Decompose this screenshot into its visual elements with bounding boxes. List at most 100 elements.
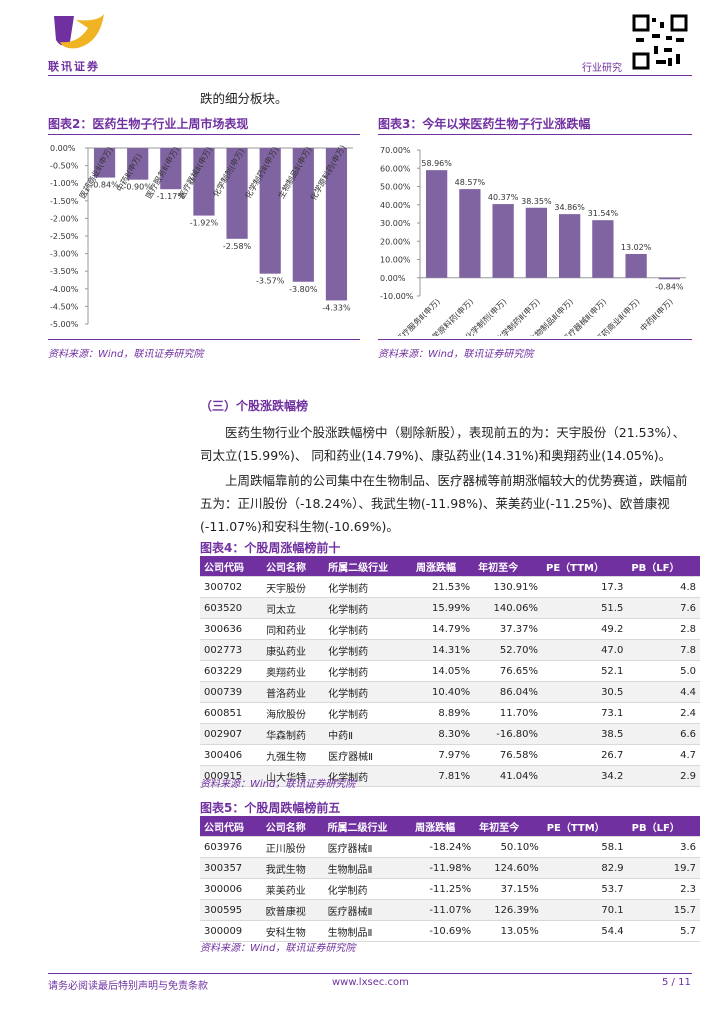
- table-cell: 14.31%: [412, 639, 475, 661]
- table-cell: 化学制药: [324, 765, 413, 787]
- table-cell: 30.5: [542, 681, 628, 703]
- bar: [160, 148, 182, 190]
- value-label: -0.84%: [90, 181, 119, 190]
- qr-corner: [670, 14, 688, 32]
- table-cell: 安科生物: [261, 920, 324, 942]
- table-cell: 37.15%: [475, 878, 543, 900]
- table-cell: 2.3: [627, 878, 700, 900]
- qr-pattern: [636, 18, 684, 66]
- table-cell: 130.91%: [474, 576, 542, 598]
- header-cell: PE（TTM）: [542, 816, 628, 837]
- table-cell: 化学制药: [324, 618, 413, 640]
- table-row: 000739 普洛药业 化学制药 10.40% 86.04% 30.5 4.4: [200, 681, 700, 703]
- table-cell: 5.0: [627, 660, 700, 682]
- table-row: 300009 安科生物 生物制品Ⅱ -10.69% 13.05% 54.4 5.7: [200, 920, 700, 942]
- table-cell: 山大华特: [262, 765, 325, 787]
- table-cell: 15.7: [627, 899, 700, 921]
- value-label: 58.96%: [421, 159, 452, 168]
- value-label: -3.57%: [256, 277, 285, 286]
- table-cell: 10.40%: [412, 681, 475, 703]
- table-cell: 化学制药: [324, 702, 413, 724]
- table-cell: 天宇股份: [262, 576, 325, 598]
- table-row: 300702 天宇股份 化学制药 21.53% 130.91% 17.3 4.8: [200, 576, 700, 598]
- header-cell: 年初至今: [474, 556, 542, 577]
- table-cell: 化学制药: [324, 681, 413, 703]
- table-cell: 000739: [200, 681, 263, 703]
- table-cell: 2.8: [627, 618, 700, 640]
- table-cell: 54.4: [542, 920, 628, 942]
- bar: [492, 204, 514, 278]
- paragraph: 医药生物行业个股涨跌幅榜中（剔除新股），表现前五的为：天宇股份（21.53%）、…: [200, 425, 686, 463]
- figure-rule: [48, 134, 360, 135]
- table-cell: 300357: [200, 857, 262, 879]
- bar: [127, 148, 149, 180]
- qr-corner: [632, 52, 650, 70]
- table-cell: 海欣股份: [262, 702, 325, 724]
- header-section: 行业研究: [582, 63, 622, 74]
- y-tick-label: -1.50%: [50, 197, 79, 206]
- header-cell: 周涨跌幅: [412, 556, 475, 577]
- table-cell: 603229: [200, 660, 263, 682]
- table-row: 300357 我武生物 生物制品Ⅱ -11.98% 124.60% 82.9 19.7: [200, 857, 700, 879]
- bar: [459, 189, 481, 278]
- qr-corner: [632, 14, 650, 32]
- table-cell: 生物制品Ⅱ: [323, 857, 412, 879]
- table-cell: 同和药业: [262, 618, 325, 640]
- table-row: 603229 奥翔药业 化学制药 14.05% 76.65% 52.1 5.0: [200, 660, 700, 682]
- table-cell: 14.05%: [412, 660, 475, 682]
- value-label: 38.35%: [521, 197, 552, 206]
- table-cell: 73.1: [542, 702, 628, 724]
- table-cell: -11.07%: [411, 899, 476, 921]
- table-cell: 8.30%: [412, 723, 475, 745]
- table-cell: 300636: [200, 618, 263, 640]
- logo-shape: [60, 14, 104, 49]
- table-cell: 4.8: [627, 576, 700, 598]
- table-cell: 14.79%: [412, 618, 475, 640]
- section-heading: （三）个股涨跌幅榜: [200, 399, 309, 413]
- table-cell: 3.6: [627, 836, 700, 858]
- table-cell: 6.6: [627, 723, 700, 745]
- table-cell: 7.97%: [412, 744, 475, 766]
- bar: [592, 220, 614, 278]
- table-cell: 26.7: [542, 744, 628, 766]
- header-cell: 公司名称: [262, 556, 325, 577]
- table-cell: -11.98%: [411, 857, 476, 879]
- table-cell: -18.24%: [411, 836, 476, 858]
- y-tick-label: -0.50%: [50, 162, 79, 171]
- table-cell: 76.58%: [474, 744, 542, 766]
- table-cell: 300006: [200, 878, 262, 900]
- table-cell: 欧普康视: [261, 899, 324, 921]
- table-cell: 4.4: [627, 681, 700, 703]
- table-cell: 九强生物: [262, 744, 325, 766]
- value-label: -3.80%: [289, 285, 318, 294]
- y-tick-label: 60.00%: [380, 164, 411, 173]
- x-tick-label: 中药Ⅱ(申万): [638, 296, 675, 333]
- value-label: -1.17%: [157, 192, 186, 201]
- qr-code: [632, 14, 688, 70]
- source-note: 资料来源：Wind，联讯证券研究院: [200, 943, 356, 954]
- table-cell: 140.06%: [474, 597, 542, 619]
- table-cell: 002907: [200, 723, 263, 745]
- value-label: 13.02%: [621, 243, 652, 252]
- header-cell: 所属二级行业: [323, 816, 412, 837]
- value-label: 31.54%: [588, 209, 619, 218]
- y-tick-label: 10.00%: [380, 256, 411, 265]
- header-cell: 公司代码: [200, 816, 262, 837]
- table-cell: 13.05%: [475, 920, 543, 942]
- footer-rule: [48, 973, 692, 974]
- bar: [193, 148, 215, 216]
- table-cell: 正川股份: [261, 836, 324, 858]
- table-row: 603520 司太立 化学制药 15.99% 140.06% 51.5 7.6: [200, 597, 700, 619]
- table-cell: 7.8: [627, 639, 700, 661]
- header-cell: 所属二级行业: [324, 556, 413, 577]
- table-cell: 化学制药: [324, 597, 413, 619]
- footer-disclaimer: 请务必阅读最后特别声明与免责条款: [48, 981, 208, 992]
- table-cell: 生物制品Ⅱ: [323, 920, 412, 942]
- paragraph: 上周跌幅靠前的公司集中在生物制品、医疗器械等前期涨幅较大的优势赛道，跌幅前五为：…: [200, 473, 688, 534]
- y-tick-label: -4.00%: [50, 285, 79, 294]
- table-cell: 医疗器械Ⅱ: [324, 744, 413, 766]
- y-tick-label: -2.50%: [50, 232, 79, 241]
- table-row: 300595 欧普康视 医疗器械Ⅱ -11.07% 126.39% 70.1 15.7: [200, 899, 700, 921]
- table-cell: 8.89%: [412, 702, 475, 724]
